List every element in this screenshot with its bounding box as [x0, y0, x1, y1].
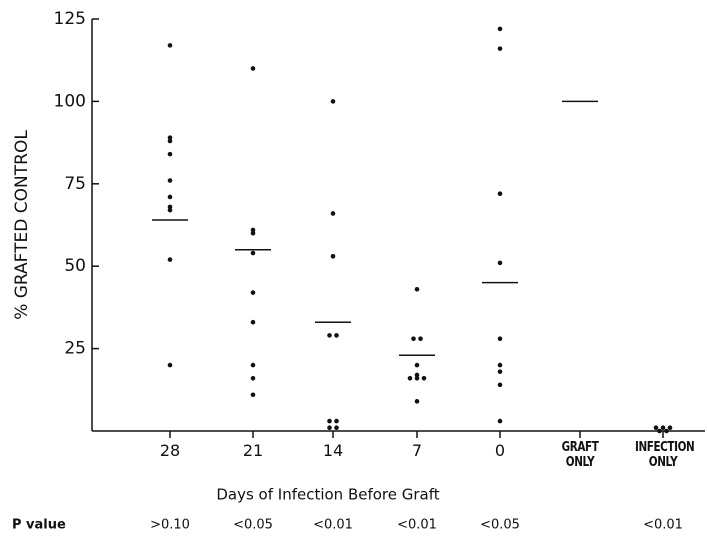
data-point — [167, 257, 173, 262]
p-value: <0.01 — [643, 518, 683, 533]
x-tick-label: 0 — [494, 441, 506, 460]
data-point — [414, 286, 420, 292]
data-point — [497, 336, 503, 342]
data-point — [497, 46, 503, 51]
x-tick-label: 21 — [242, 441, 264, 460]
data-point — [250, 250, 256, 256]
data-point — [167, 135, 173, 140]
x-tick-label: 14 — [322, 441, 344, 460]
data-point — [497, 418, 503, 424]
data-point — [664, 428, 669, 434]
data-point — [497, 26, 503, 32]
x-tick-label: INFECTION ONLY — [635, 440, 695, 470]
data-point — [330, 254, 336, 259]
data-point — [250, 375, 256, 381]
p-value: <0.01 — [397, 518, 437, 533]
y-tick-label: 100 — [54, 91, 86, 111]
data-point — [497, 382, 503, 388]
data-point — [334, 333, 339, 338]
p-value: <0.01 — [313, 518, 353, 533]
data-point — [327, 425, 332, 431]
data-point — [334, 418, 339, 424]
data-point — [407, 375, 413, 381]
data-point — [167, 194, 173, 200]
data-point — [330, 211, 336, 216]
data-point — [418, 336, 423, 342]
data-point — [167, 362, 173, 368]
data-point — [667, 425, 673, 431]
data-point — [497, 362, 503, 368]
data-point — [250, 227, 256, 233]
y-tick-label: 75 — [64, 174, 86, 194]
data-point — [653, 425, 659, 431]
y-tick-label: 25 — [64, 339, 86, 359]
data-point — [327, 418, 332, 424]
data-point — [250, 392, 256, 398]
data-point — [414, 372, 420, 378]
data-point — [167, 138, 173, 144]
data-point — [334, 425, 339, 431]
data-point — [414, 362, 420, 368]
p-value: <0.05 — [480, 518, 520, 533]
y-tick-label: 50 — [64, 256, 86, 276]
y-axis-label: % GRAFTED CONTROL — [12, 130, 32, 320]
data-point — [250, 319, 256, 325]
data-point — [167, 178, 173, 183]
x-tick-label: GRAFT ONLY — [561, 440, 599, 470]
data-point — [660, 425, 666, 431]
data-point — [167, 207, 173, 213]
data-point — [167, 204, 173, 210]
data-point — [250, 230, 256, 236]
data-point — [167, 151, 173, 157]
data-point — [497, 191, 503, 196]
data-point — [497, 260, 503, 266]
data-point — [414, 375, 420, 381]
p-value: <0.05 — [233, 518, 273, 533]
data-point — [421, 375, 427, 381]
data-point — [327, 333, 332, 338]
data-point — [330, 99, 336, 104]
x-axis-label: Days of Infection Before Graft — [216, 486, 439, 504]
x-tick-label: 7 — [411, 441, 423, 460]
data-point — [167, 43, 173, 48]
y-tick-label: 125 — [54, 9, 86, 29]
data-point — [250, 362, 256, 368]
x-tick-label: 28 — [159, 441, 181, 460]
p-value: >0.10 — [150, 518, 190, 533]
data-point — [250, 290, 256, 295]
data-point — [414, 399, 420, 404]
p-value-label: P value — [12, 518, 66, 533]
data-point — [250, 66, 256, 71]
data-point — [497, 369, 503, 374]
data-point — [657, 428, 662, 434]
data-point — [411, 336, 416, 342]
